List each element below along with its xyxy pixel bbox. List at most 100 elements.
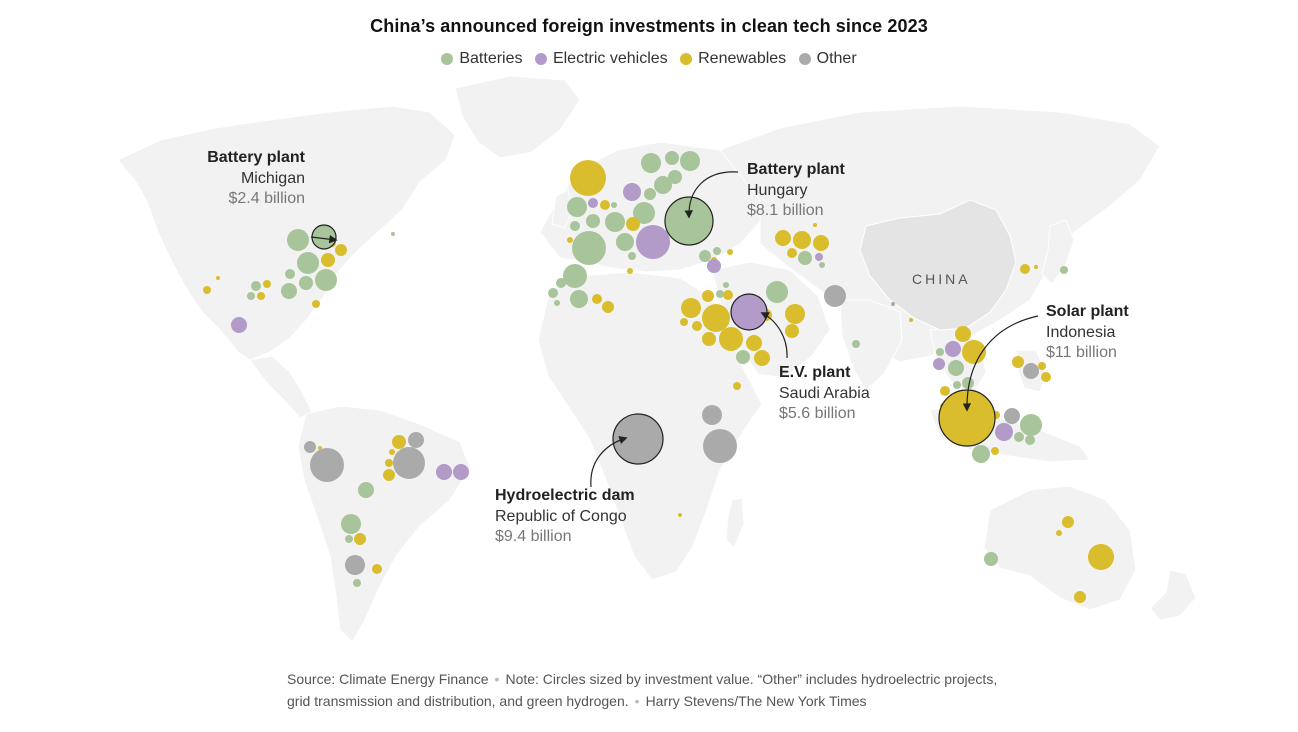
annotation-value: $2.4 billion	[228, 190, 306, 207]
bubble-batteries	[633, 202, 655, 224]
uk-landmass	[551, 189, 573, 229]
bubble-batteries	[723, 282, 729, 288]
north-america-landmass	[117, 105, 456, 361]
annotation-value: $8.1 billion	[747, 202, 824, 219]
bubble-renewables	[754, 350, 770, 366]
bubble-batteries	[852, 340, 860, 348]
bubble-renewables	[216, 276, 220, 280]
bubble-batteries	[766, 281, 788, 303]
bubble-renewables	[733, 382, 741, 390]
separator-dot: •	[634, 693, 640, 709]
legend-label: Renewables	[698, 50, 787, 67]
bubble-renewables	[723, 290, 733, 300]
bubble-renewables	[1088, 544, 1114, 570]
annotation-place: Hungary	[747, 181, 808, 199]
bubble-batteries	[554, 300, 560, 306]
bubble-electric-vehicles	[815, 253, 823, 261]
bubble-batteries	[984, 552, 998, 566]
bubble-electric-vehicles	[636, 225, 670, 259]
legend-item-other: Other	[798, 50, 857, 68]
bubble-renewables	[678, 513, 682, 517]
bubble-renewables	[203, 286, 211, 294]
bubble-electric-vehicles	[995, 423, 1013, 441]
bubble-renewables	[1056, 530, 1062, 536]
annotation-congo: Hydroelectric dam Republic of Congo $9.4…	[495, 486, 695, 548]
michigan-leader	[310, 235, 338, 244]
bubble-renewables	[1074, 591, 1086, 603]
bubble-batteries	[962, 377, 974, 389]
bubble-renewables	[383, 469, 395, 481]
bubble-renewables	[719, 327, 743, 351]
hungary-leader	[684, 171, 739, 219]
bubble-renewables	[318, 446, 322, 450]
annotation-type: E.V. plant	[779, 364, 851, 381]
bubble-renewables	[785, 304, 805, 324]
greenland-landmass	[454, 75, 581, 159]
bubble-other	[408, 432, 424, 448]
bubble-renewables	[626, 217, 640, 231]
bubble-other	[1004, 408, 1020, 424]
china-landmass	[859, 199, 1017, 331]
annotation-value: $9.4 billion	[495, 528, 572, 545]
annotation-hungary: Battery plant Hungary $8.1 billion	[747, 160, 917, 222]
australia-landmass	[983, 485, 1137, 611]
annotation-type: Solar plant	[1046, 303, 1129, 320]
bubble-batteries	[1014, 432, 1024, 442]
bubble-batteries	[628, 252, 636, 260]
bubble-batteries	[616, 233, 634, 251]
annotation-leaders	[310, 171, 1039, 488]
bubble-electric-vehicles	[933, 358, 945, 370]
bubble-batteries	[563, 264, 587, 288]
annotation-saudi-arabia: E.V. plant Saudi Arabia $5.6 billion	[779, 363, 949, 425]
credit-note: Harry Stevens/The New York Times	[645, 693, 867, 709]
bubble-batteries	[699, 250, 711, 262]
bubble-batteries	[247, 292, 255, 300]
bubble-renewables	[602, 301, 614, 313]
bubble-batteries	[556, 278, 566, 288]
bubble-renewables	[787, 248, 797, 258]
bubble-electric-vehicles	[436, 464, 452, 480]
bubble-electric-vehicles	[623, 183, 641, 201]
bubble-batteries	[1020, 414, 1042, 436]
bubble-renewables	[1062, 516, 1074, 528]
bubble-renewables-indonesia	[938, 389, 996, 447]
other-swatch-icon	[798, 53, 811, 65]
bubble-renewables	[1038, 362, 1046, 370]
bubble-renewables	[680, 318, 688, 326]
renewables-swatch-icon	[680, 53, 693, 65]
chart-title: China’s announced foreign investments in…	[370, 16, 928, 36]
bubble-batteries	[948, 360, 964, 376]
bubble-other	[304, 441, 316, 453]
bubble-batteries	[570, 221, 580, 231]
bubble-other	[393, 447, 425, 479]
bubble-batteries	[285, 269, 295, 279]
bubble-renewables	[312, 300, 320, 308]
japan-landmass	[1041, 219, 1075, 285]
indonesia-leader	[962, 315, 1039, 412]
legend: Batteries Electric vehicles Renewables O…	[0, 50, 1298, 70]
bubble-renewables	[692, 321, 702, 331]
bubble-renewables	[746, 335, 762, 351]
bubble-batteries-hungary	[664, 196, 714, 246]
bubble-renewables	[785, 324, 799, 338]
annotation-michigan: Battery plant Michigan $2.4 billion	[150, 148, 305, 210]
bubble-renewables	[813, 223, 817, 227]
bubble-renewables	[354, 533, 366, 545]
india-landmass	[839, 299, 903, 391]
bubble-renewables	[567, 237, 573, 243]
bubble-renewables	[702, 290, 714, 302]
bubble-electric-vehicles-saudi	[730, 293, 768, 331]
bubble-batteries	[287, 229, 309, 251]
bubble-renewables	[392, 435, 406, 449]
batteries-swatch-icon	[441, 53, 454, 65]
bubble-renewables	[991, 447, 999, 455]
bubble-batteries	[1060, 266, 1068, 274]
bubble-batteries	[644, 188, 656, 200]
bubble-renewables	[263, 280, 271, 288]
investment-bubbles	[203, 151, 1114, 603]
bubble-renewables	[1020, 264, 1030, 274]
bubble-renewables	[592, 294, 602, 304]
bubble-renewables	[1041, 372, 1051, 382]
annotation-place: Indonesia	[1046, 323, 1116, 341]
